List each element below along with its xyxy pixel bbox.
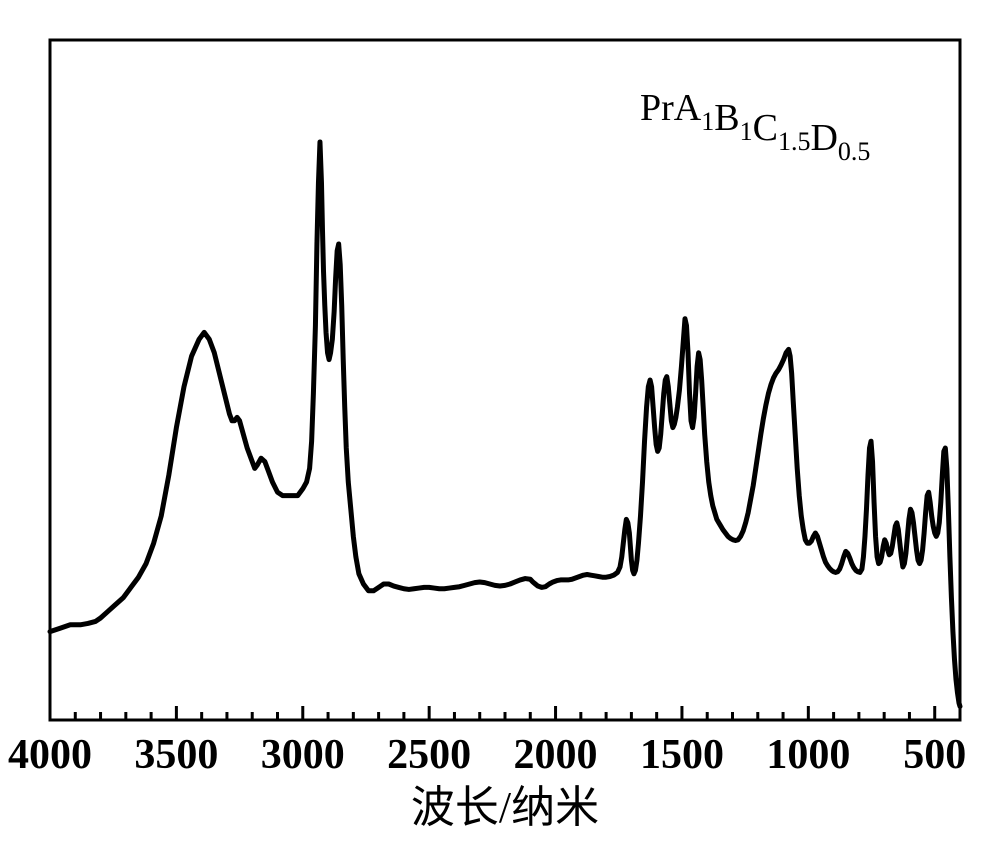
x-tick-label: 1500 xyxy=(640,732,724,778)
x-tick-label: 3000 xyxy=(261,732,345,778)
x-tick-label: 500 xyxy=(903,732,966,778)
x-tick-label: 2000 xyxy=(514,732,598,778)
sample-formula-label: PrA1B1C1.5D0.5 xyxy=(640,87,870,166)
x-axis-label: 波长/纳米 xyxy=(411,783,599,832)
x-tick-label: 2500 xyxy=(387,732,471,778)
x-tick-label: 1000 xyxy=(766,732,850,778)
ir-spectrum-chart: 4000 3500 3000 2500 2000 1500 1000 500 波长/纳米 PrA1… xyxy=(0,0,992,858)
x-tick-label: 4000 xyxy=(8,732,92,778)
x-tick-label: 3500 xyxy=(134,732,218,778)
spectrum-trace xyxy=(50,142,960,706)
